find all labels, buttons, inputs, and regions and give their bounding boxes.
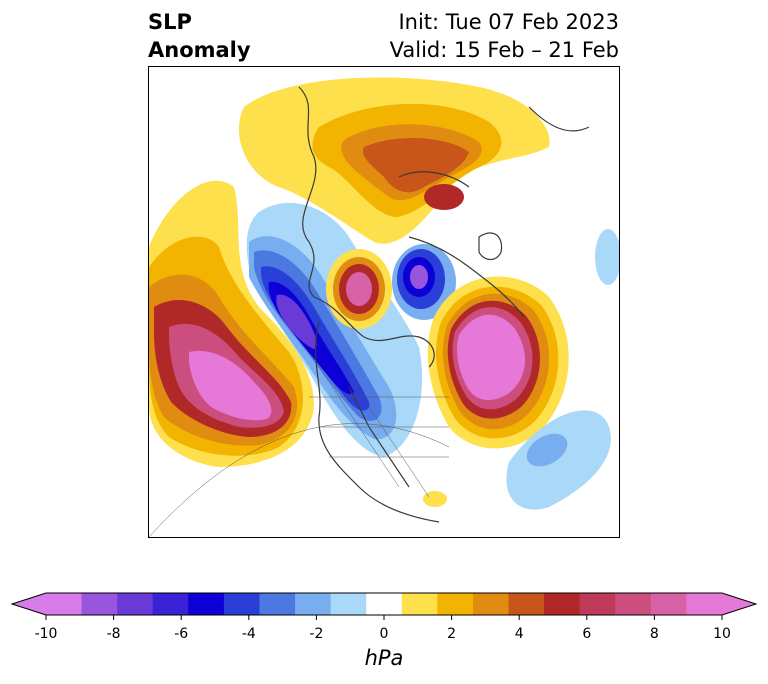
graticule [149, 366, 450, 537]
colorbar-cells [46, 593, 723, 615]
colorbar-cell [437, 593, 474, 615]
valid-range: Valid: 15 Feb – 21 Feb [389, 38, 619, 62]
north-america-low-anomaly [246, 202, 423, 457]
colorbar-tick-label: 8 [649, 626, 659, 642]
colorbar-cell [508, 593, 545, 615]
colorbar-tick-label: 6 [582, 626, 592, 642]
colorbar-cell [366, 593, 403, 615]
eurasia-high-anomaly [238, 77, 550, 244]
barents-low-anomaly [392, 244, 456, 320]
title-line-1: SLP [148, 10, 192, 34]
coastlines [298, 86, 590, 523]
date-info: Init: Tue 07 Feb 2023 Valid: 15 Feb – 21… [390, 8, 619, 64]
init-date: Init: Tue 07 Feb 2023 [398, 10, 619, 34]
small-high-patch [423, 491, 447, 507]
colorbar-unit: hPa [364, 646, 404, 670]
atlantic-high-anomaly [427, 276, 569, 449]
colorbar-cell [579, 593, 616, 615]
colorbar-tick-label: -4 [241, 626, 256, 642]
colorbar-cell [401, 593, 438, 615]
colorbar-tick-label: -8 [106, 626, 121, 642]
colorbar-tick-label: 10 [713, 626, 731, 642]
colorbar-cell [152, 593, 189, 615]
title-line-2: Anomaly [148, 38, 251, 62]
arctic-high-anomaly [326, 249, 392, 329]
colorbar-cell [117, 593, 154, 615]
colorbar-cell [686, 593, 723, 615]
colorbar-cell [81, 593, 118, 615]
colorbar-cell [223, 593, 260, 615]
colorbar-cell [46, 593, 83, 615]
colorbar-cell [259, 593, 296, 615]
map-field [149, 77, 619, 537]
colorbar-tick-label: 2 [447, 626, 457, 642]
colorbar-tick-label: 0 [379, 626, 389, 642]
colorbar-tick-label: 4 [514, 626, 524, 642]
colorbar-extend-high [722, 593, 756, 615]
colorbar-cell [472, 593, 510, 615]
colorbar-tick-label: -2 [309, 626, 324, 642]
colorbar-cell [188, 593, 225, 615]
atlantic-low-anomaly [506, 229, 619, 510]
colorbar-cell [650, 593, 687, 615]
colorbar-cell [615, 593, 652, 615]
pacific-high-anomaly [149, 180, 314, 467]
colorbar-cell [330, 593, 367, 615]
slp-anomaly-map [148, 66, 620, 538]
colorbar-cell [544, 593, 581, 615]
colorbar-cell [295, 593, 332, 615]
colorbar-extend-low [12, 593, 46, 615]
colorbar-tick-label: -10 [34, 626, 58, 642]
colorbar-ticks [45, 615, 723, 620]
colorbar-tick-label: -6 [174, 626, 189, 642]
map-title: SLP Anomaly [148, 8, 251, 64]
colorbar [10, 592, 758, 620]
